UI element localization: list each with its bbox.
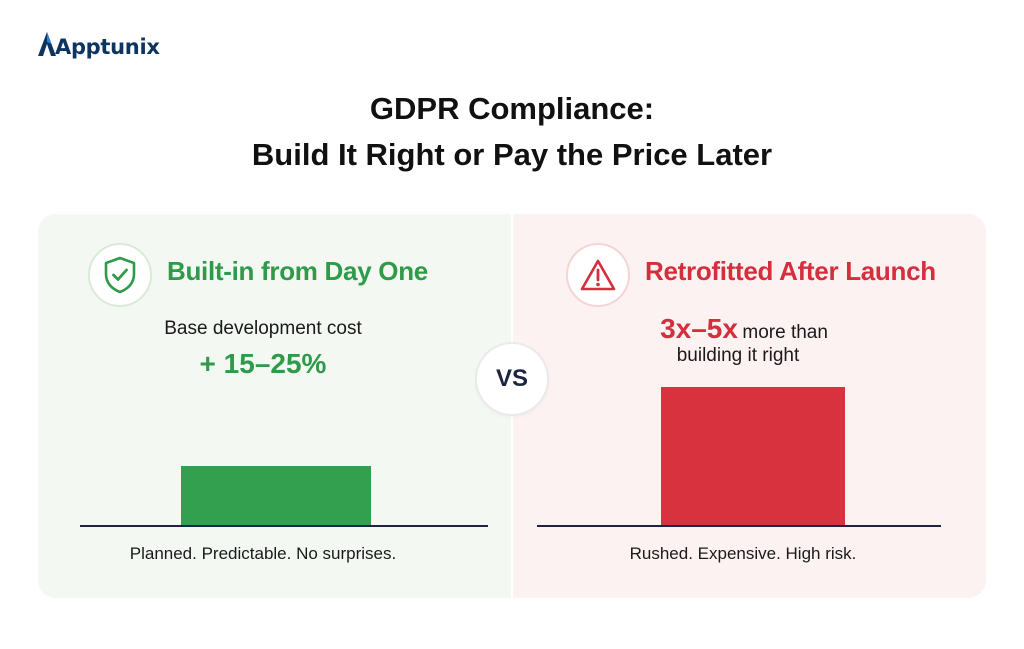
apptunix-logo-icon [38,32,56,56]
built-in-panel: Built-in from Day One Base development c… [38,214,512,598]
cost-multiplier-line: 3x–5x more than [512,313,976,345]
warning-badge [566,243,630,307]
apptunix-logo: Apptunix [38,32,160,59]
page-title: GDPR Compliance: Build It Right or Pay t… [0,86,1024,178]
title-line-2: Build It Right or Pay the Price Later [251,137,773,172]
title-line-1: GDPR Compliance: [369,91,655,126]
built-in-caption: Planned. Predictable. No surprises. [129,544,397,563]
retrofitted-panel: Retrofitted After Launch 3x–5x more than… [512,214,986,598]
vs-badge: VS [477,344,547,414]
base-cost-label: Base development cost [164,318,362,339]
building-right-label: building it right [676,345,800,366]
retrofitted-caption: Rushed. Expensive. High risk. [629,544,857,563]
left-baseline [80,525,488,527]
shield-check-icon [104,256,136,294]
cost-multiplier-value: 3x–5x [660,313,738,344]
retrofitted-heading: Retrofitted After Launch [645,256,936,286]
warning-triangle-icon [580,259,616,291]
retrofitted-cost-bar [661,387,845,525]
brand-name: Apptunix [55,35,160,59]
right-baseline [537,525,941,527]
built-in-cost-bar [181,466,371,525]
cost-increase-value: + 15–25% [199,348,327,379]
shield-badge [88,243,152,307]
built-in-heading: Built-in from Day One [167,256,428,286]
more-than-label: more than [742,322,828,343]
